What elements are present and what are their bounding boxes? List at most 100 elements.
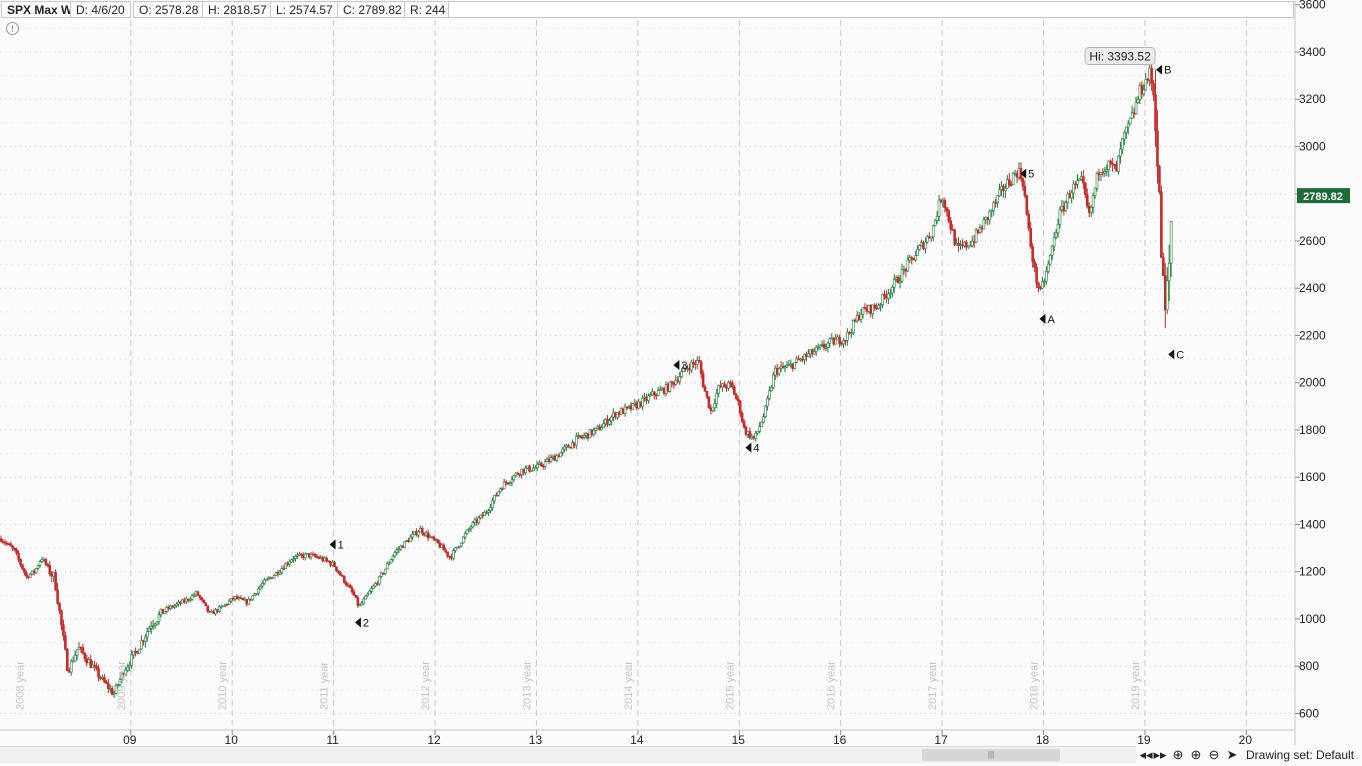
low-label: L: 2574.57 xyxy=(270,1,339,18)
candle-body xyxy=(1160,191,1163,258)
wave-marker-arrow xyxy=(1039,313,1046,324)
candle-body xyxy=(1070,192,1073,199)
candle-body xyxy=(594,427,598,431)
candle-body xyxy=(1027,213,1031,229)
crosshair-icon[interactable]: ⊕ xyxy=(1172,747,1184,762)
candle-body xyxy=(385,563,389,570)
candle-body xyxy=(1072,183,1075,194)
year-label: 2011 year xyxy=(319,662,331,710)
candle-body xyxy=(56,589,59,604)
candle-body xyxy=(530,470,533,472)
candle-body xyxy=(924,241,927,249)
candle-body xyxy=(198,594,202,599)
scrollbar-thumb[interactable]: ||| xyxy=(922,749,1060,761)
candle-body xyxy=(1095,172,1099,189)
candle-body xyxy=(145,631,149,638)
candle-body xyxy=(272,575,276,579)
candle-body xyxy=(118,679,122,685)
wave-marker-label: A xyxy=(1047,314,1055,326)
drawing-set-label[interactable]: Drawing set: Default xyxy=(1246,748,1355,762)
candle-body xyxy=(1107,160,1111,170)
candle-body xyxy=(34,568,38,573)
candle-body xyxy=(1056,224,1060,234)
x-tick-label: 13 xyxy=(529,733,543,747)
candle-body xyxy=(290,559,293,563)
candle-body xyxy=(771,374,775,388)
candle-body xyxy=(350,587,354,593)
candle-body xyxy=(364,595,367,600)
candle-body xyxy=(241,597,245,601)
candle-body xyxy=(69,660,73,673)
candle-body xyxy=(748,431,752,439)
candlestick-series xyxy=(0,61,1173,698)
horizontal-scrollbar[interactable]: ||| xyxy=(0,746,1136,763)
candle-body xyxy=(1117,155,1120,172)
candle-body xyxy=(403,541,407,548)
candle-body xyxy=(366,593,369,596)
cursor-icon[interactable]: ➤ xyxy=(1226,747,1238,762)
wave-marker-arrow xyxy=(745,442,752,453)
candle-body xyxy=(968,245,972,248)
candle-body xyxy=(28,573,32,578)
candle-body xyxy=(1043,280,1046,283)
wave-marker-label: B xyxy=(1164,65,1171,77)
candle-body xyxy=(861,307,865,315)
candle-body xyxy=(479,514,483,519)
wave-marker-arrow xyxy=(1168,349,1175,360)
candle-body xyxy=(463,533,467,538)
candle-body xyxy=(173,605,176,608)
candle-body xyxy=(965,241,968,248)
candle-body xyxy=(138,648,141,654)
candle-body xyxy=(204,602,208,606)
candle-body xyxy=(840,343,843,346)
candle-body xyxy=(71,660,75,663)
candle-body xyxy=(524,467,527,473)
candle-body xyxy=(175,603,178,606)
candle-body xyxy=(947,210,951,222)
candle-body xyxy=(372,585,375,589)
candle-body xyxy=(812,351,816,355)
candle-body xyxy=(48,565,52,575)
candle-body xyxy=(1126,123,1130,128)
candle-body xyxy=(888,292,892,295)
candle-body xyxy=(489,507,492,512)
symbol-label[interactable]: SPX Max W xyxy=(1,1,79,18)
candle-body xyxy=(658,389,662,392)
candle-body xyxy=(395,549,399,553)
candle-body xyxy=(539,462,543,467)
candle-body xyxy=(859,313,863,320)
candle-body xyxy=(444,549,447,553)
zoom-in-icon[interactable]: ⊕ xyxy=(1190,747,1202,762)
candle-body xyxy=(807,353,810,357)
candle-body xyxy=(188,599,192,601)
candle-body xyxy=(391,555,395,560)
candle-body xyxy=(300,553,303,556)
candle-body xyxy=(393,552,397,557)
candle-body xyxy=(502,481,506,490)
candle-body xyxy=(697,360,701,363)
info-icon[interactable]: ! xyxy=(6,22,19,35)
y-tick-label: 600 xyxy=(1299,706,1319,720)
candle-body xyxy=(717,385,720,394)
close-label: C: 2789.82 xyxy=(337,1,408,18)
candle-body xyxy=(23,568,26,573)
candle-body xyxy=(1109,160,1112,164)
candle-body xyxy=(1167,262,1171,282)
candle-body xyxy=(313,554,317,557)
date-label: D: 4/6/20 xyxy=(70,1,131,18)
candle-body xyxy=(1142,89,1146,95)
candle-body xyxy=(103,677,106,683)
scroll-right-icon[interactable]: ▸▸ xyxy=(1153,747,1167,762)
candle-body xyxy=(1082,176,1085,184)
wave-marker-label: 4 xyxy=(753,443,759,455)
x-tick-label: 10 xyxy=(225,733,239,747)
candle-body xyxy=(342,575,346,583)
year-label: 2014 year xyxy=(623,661,635,710)
candle-body xyxy=(943,200,947,208)
candle-body xyxy=(578,435,582,438)
candle-body xyxy=(764,405,767,418)
scroll-left-icon[interactable]: ◂◂ xyxy=(1139,747,1153,762)
zoom-out-icon[interactable]: ⊖ xyxy=(1208,747,1220,762)
candle-body xyxy=(1162,257,1165,276)
